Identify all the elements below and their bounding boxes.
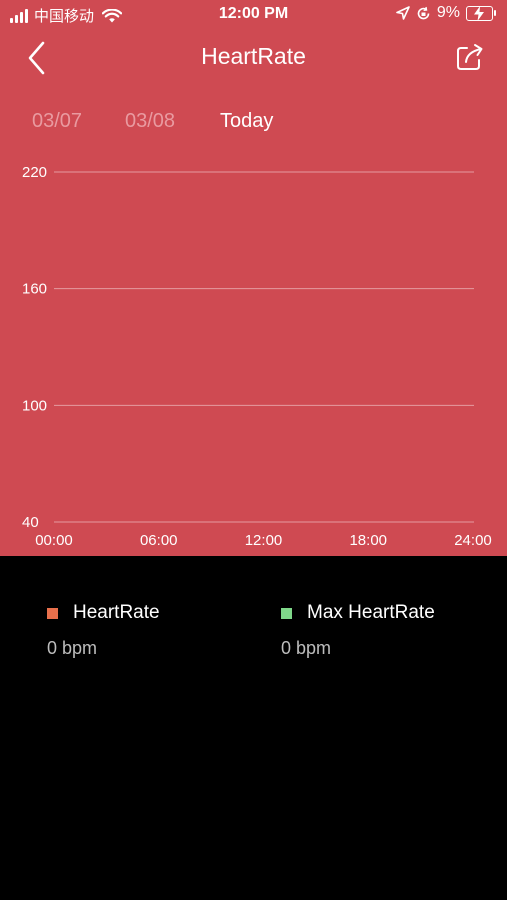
legend-label: HeartRate — [73, 602, 160, 623]
heartrate-value: 0 bpm — [47, 638, 98, 658]
y-tick-label: 220 — [22, 164, 47, 181]
x-tick-label: 18:00 — [349, 532, 387, 549]
chart-panel: 中国移动 12:00 PM 9% — [0, 0, 507, 556]
back-chevron-icon[interactable] — [24, 38, 52, 78]
status-bar: 中国移动 12:00 PM 9% — [0, 0, 507, 30]
x-tick-label: 00:00 — [35, 532, 73, 549]
tab-date-0308[interactable]: 03/08 — [125, 110, 176, 132]
status-time: 12:00 PM — [218, 5, 289, 22]
y-tick-label: 100 — [22, 397, 47, 414]
y-tick-label: 40 — [22, 514, 39, 531]
x-tick-label: 06:00 — [140, 532, 178, 549]
tab-today[interactable]: Today — [220, 110, 274, 132]
tab-date-0307[interactable]: 03/07 — [32, 110, 83, 132]
legend-label: Max HeartRate — [307, 602, 435, 623]
location-icon — [396, 6, 410, 20]
max-heartrate-value: 0 bpm — [281, 638, 332, 658]
carrier-name: 中国移动 — [34, 8, 95, 25]
charging-bolt-icon — [474, 5, 484, 21]
share-icon[interactable] — [455, 42, 485, 72]
date-tabs: 03/07 03/08 Today — [0, 110, 507, 136]
orientation-lock-icon — [417, 6, 430, 19]
x-tick-label: 24:00 — [454, 532, 492, 549]
wifi-icon — [102, 8, 123, 22]
battery-percent: 9% — [436, 4, 460, 21]
heartrate-chart: 220 160 100 40 00:00 06:00 12:00 18:00 24:00 — [22, 164, 492, 549]
x-tick-label: 12:00 — [245, 532, 283, 549]
cellular-signal-icon — [10, 8, 28, 23]
battery-icon — [466, 5, 496, 21]
heartrate-swatch — [47, 608, 58, 619]
y-tick-label: 160 — [22, 281, 47, 298]
max-heartrate-swatch — [281, 608, 292, 619]
page-title: HeartRate — [201, 43, 306, 69]
